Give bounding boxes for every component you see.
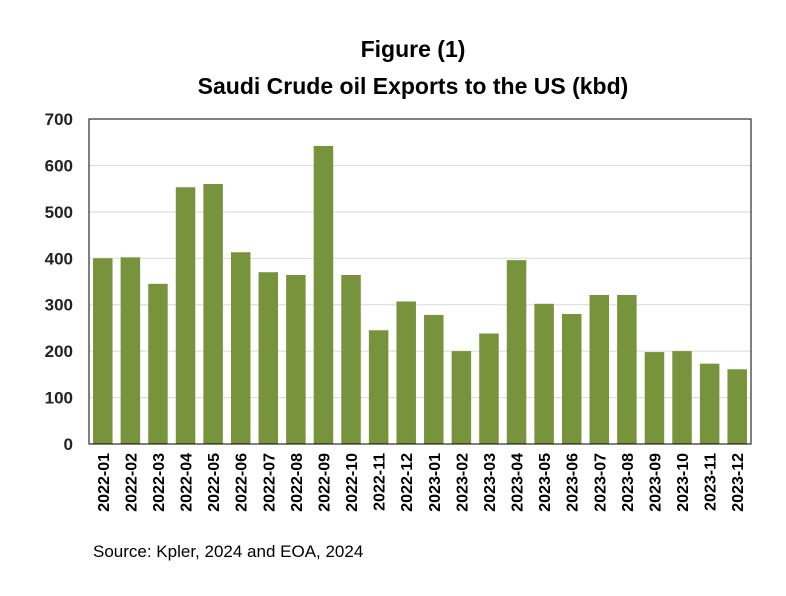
bar-2022-07 [258, 272, 279, 444]
bar-2023-07 [589, 294, 610, 444]
chart-title: Figure (1) [361, 36, 466, 62]
x-tick-label: 2023-09 [647, 453, 664, 512]
bar-2023-10 [672, 351, 692, 444]
x-tick-label: 2022-05 [206, 453, 223, 512]
bar-2023-01 [424, 314, 444, 444]
y-tick-label: 100 [45, 389, 73, 408]
y-tick-label: 600 [45, 156, 73, 175]
source-note: Source: Kpler, 2024 and EOA, 2024 [93, 542, 363, 561]
bar-2022-09 [313, 145, 334, 444]
x-tick-label: 2023-03 [482, 453, 499, 512]
plot-frame [88, 118, 752, 445]
x-axis-ticks: 2022-01 2022-02 2022-03 2022-04 2022-05 2022-… [96, 453, 747, 512]
bar-2023-09 [644, 352, 665, 444]
x-tick-label: 2023-08 [620, 453, 637, 512]
y-tick-label: 200 [45, 342, 73, 361]
y-tick-label: 300 [45, 296, 73, 315]
y-tick-label: 400 [45, 249, 73, 268]
bar-2022-03 [148, 283, 168, 444]
bar-2022-02 [120, 257, 141, 444]
bar-2022-10 [341, 275, 361, 444]
x-tick-label: 2023-10 [675, 453, 692, 512]
x-tick-label: 2022-06 [234, 453, 251, 512]
x-tick-label: 2022-01 [96, 453, 113, 512]
bar-2023-04 [506, 260, 527, 444]
bar-2023-02 [451, 351, 472, 444]
x-tick-label: 2022-04 [179, 453, 196, 512]
x-tick-label: 2022-11 [372, 453, 389, 511]
bar-2023-06 [561, 314, 582, 444]
x-tick-label: 2023-02 [454, 453, 471, 512]
bar-2022-08 [286, 275, 306, 444]
x-tick-label: 2023-05 [537, 453, 554, 512]
x-tick-label: 2023-04 [510, 453, 527, 512]
bar-2023-11 [699, 363, 720, 444]
x-tick-label: 2022-09 [316, 453, 333, 512]
x-tick-label: 2022-12 [399, 453, 416, 512]
x-tick-label: 2022-02 [123, 453, 140, 512]
bar-2023-08 [617, 294, 637, 444]
y-tick-label: 0 [64, 435, 73, 454]
x-tick-label: 2022-08 [289, 453, 306, 512]
bar-2022-12 [396, 301, 416, 444]
x-tick-label: 2023-01 [427, 453, 444, 512]
bar-2022-06 [230, 252, 251, 444]
bar-2022-05 [203, 184, 223, 444]
x-tick-label: 2023-07 [592, 453, 609, 512]
bars [93, 145, 747, 444]
x-tick-label: 2022-03 [151, 453, 168, 512]
bar-2023-12 [727, 369, 747, 444]
bar-2023-03 [479, 333, 499, 444]
x-tick-label: 2022-07 [261, 453, 278, 512]
bar-2023-05 [534, 303, 554, 444]
y-axis-ticks: 0 100 200 300 400 500 600 700 [45, 110, 73, 454]
bar-2022-01 [93, 258, 113, 444]
bar-2022-04 [175, 187, 196, 444]
y-tick-label: 700 [45, 110, 73, 129]
x-tick-label: 2023-06 [565, 453, 582, 512]
x-tick-label: 2023-12 [730, 453, 747, 512]
y-tick-label: 500 [45, 203, 73, 222]
x-tick-label: 2022-10 [344, 453, 361, 512]
x-tick-label: 2023-11 [703, 453, 720, 511]
bar-2022-11 [368, 330, 389, 444]
chart-subtitle: Saudi Crude oil Exports to the US (kbd) [198, 73, 629, 99]
gridlines [89, 164, 751, 399]
